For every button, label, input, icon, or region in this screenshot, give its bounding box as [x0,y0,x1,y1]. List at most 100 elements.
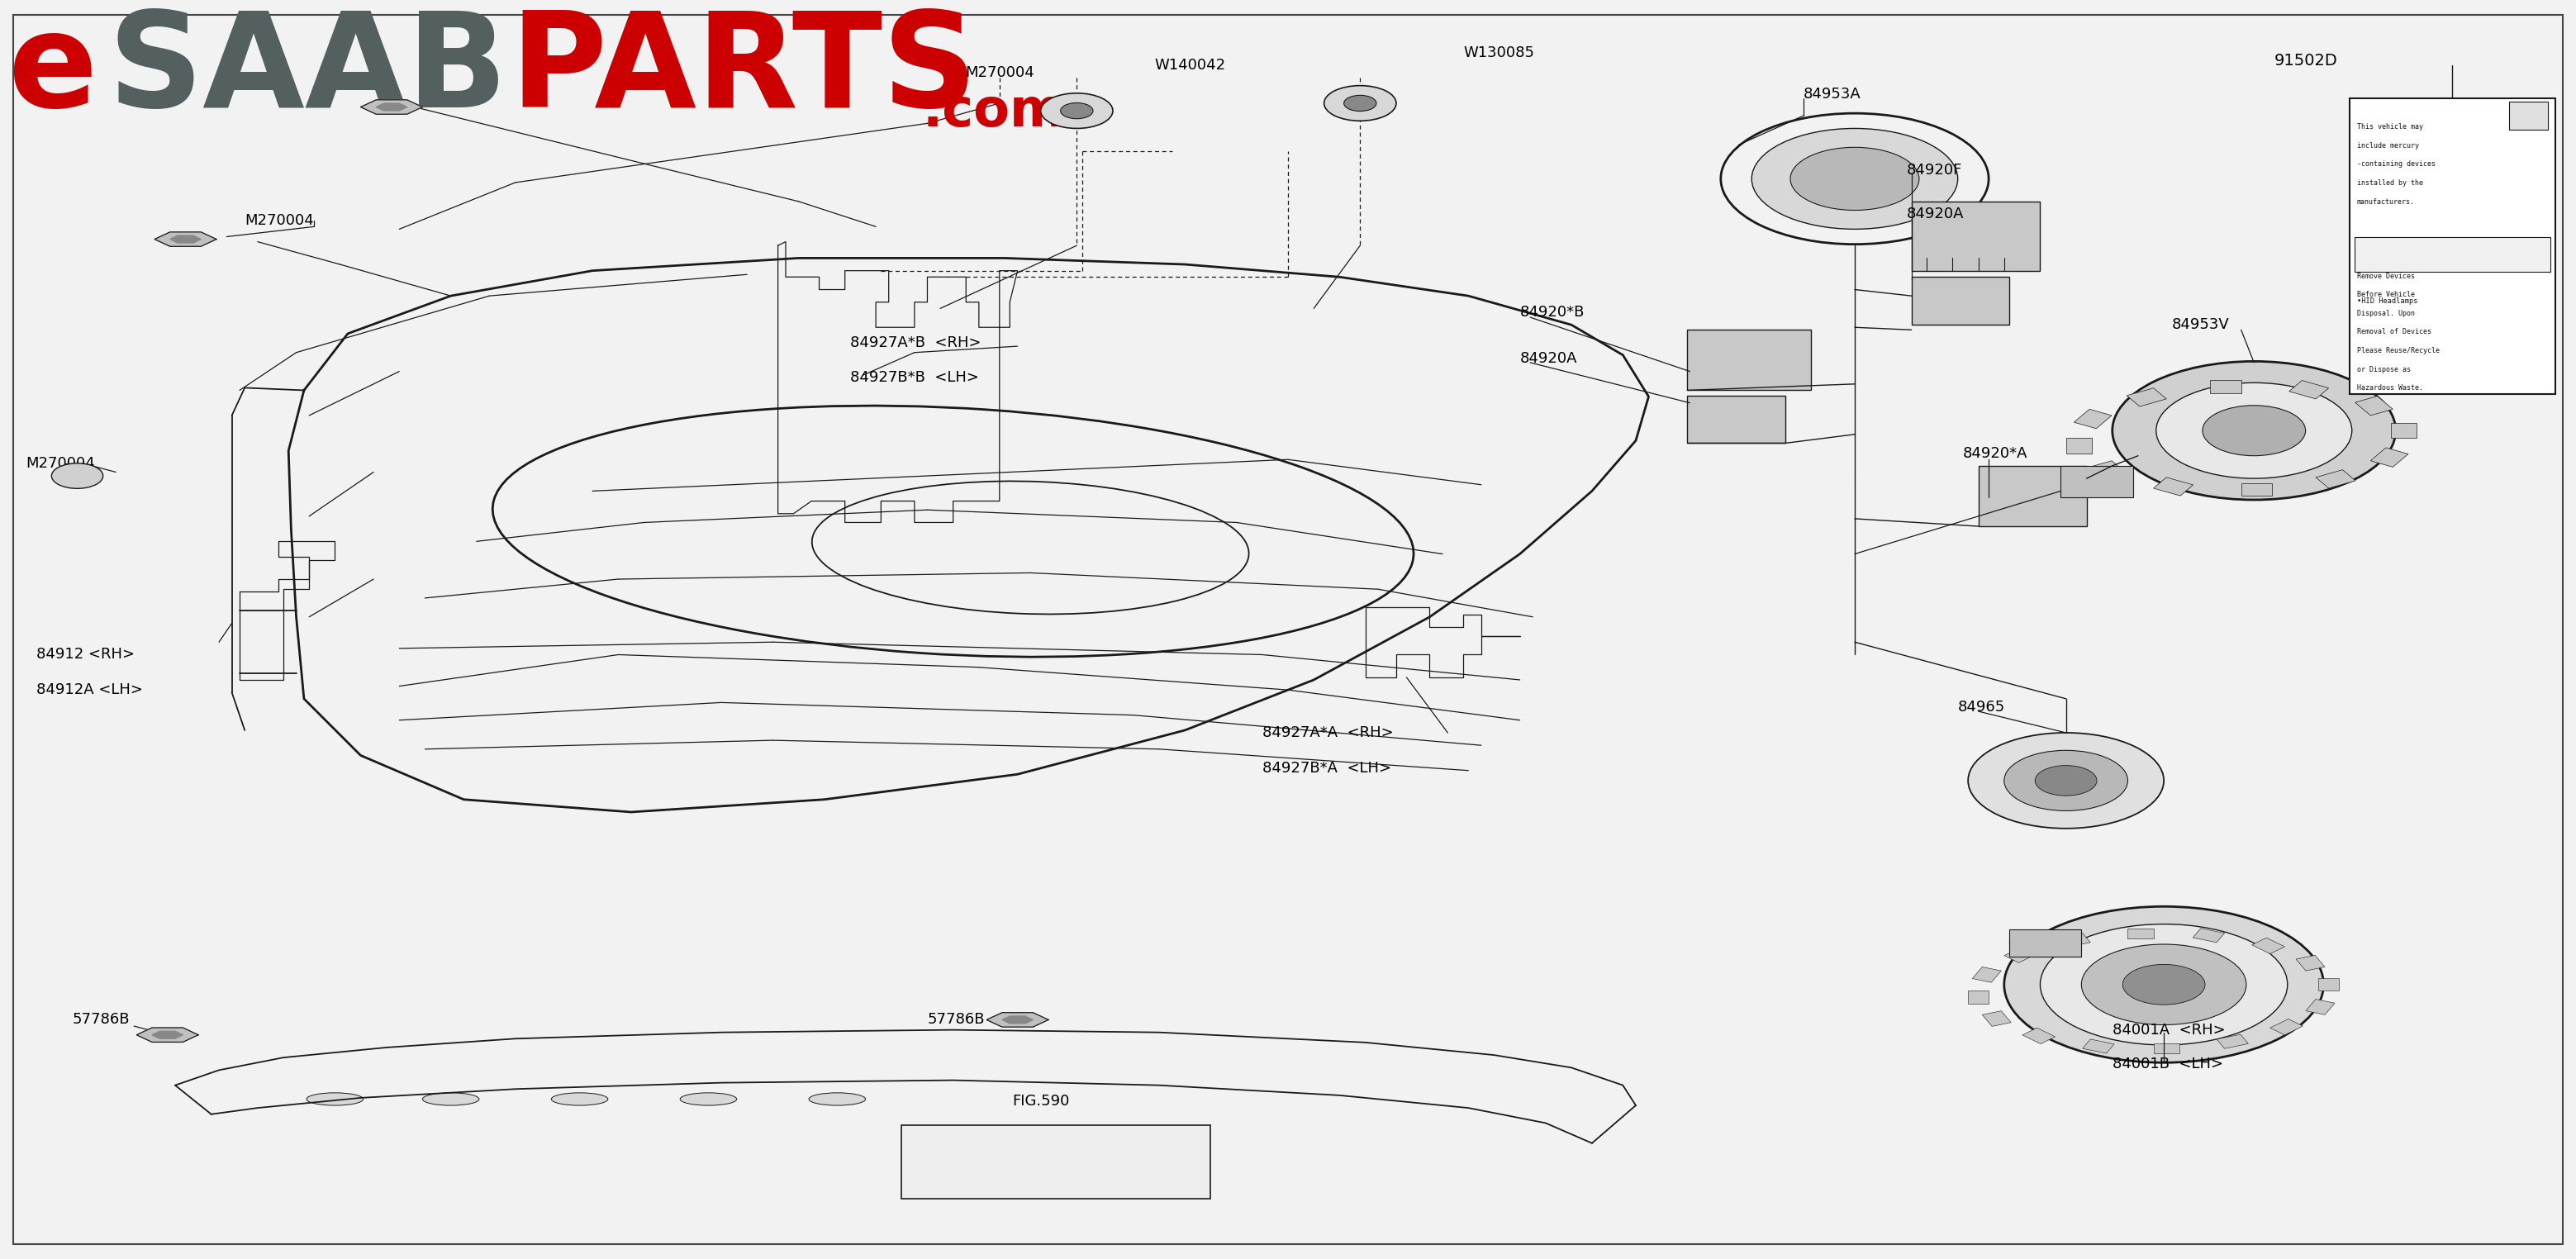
Bar [2192,928,2226,943]
Ellipse shape [307,1093,363,1105]
Bar [2081,1039,2115,1054]
Bar [1687,330,1811,390]
Bar [2295,956,2326,971]
Circle shape [52,463,103,488]
Text: 84912 <RH>: 84912 <RH> [36,647,134,662]
Bar [2004,947,2038,963]
Text: M270004: M270004 [245,213,314,228]
Polygon shape [987,1012,1048,1027]
Bar [1981,1011,2012,1026]
Bar [2128,928,2154,938]
Circle shape [2004,906,2324,1063]
Bar [2391,423,2416,438]
Text: 84927A*A  <RH>: 84927A*A <RH> [1262,725,1394,740]
Circle shape [2123,964,2205,1005]
Bar [1687,395,1785,443]
Bar [2009,929,2081,957]
Bar [2128,388,2166,407]
Polygon shape [1002,1016,1033,1024]
Text: 84965: 84965 [1958,700,2004,715]
Circle shape [1324,86,1396,121]
Bar [2154,477,2192,496]
Text: 84920F: 84920F [1906,162,1963,178]
Circle shape [2112,361,2396,500]
Text: Before Vehicle: Before Vehicle [2357,291,2414,298]
Ellipse shape [809,1093,866,1105]
Circle shape [1061,103,1092,118]
Text: e: e [8,6,98,135]
Text: FIG.590: FIG.590 [1012,1094,1069,1109]
Text: manufacturers.: manufacturers. [2357,198,2414,205]
Circle shape [2156,383,2352,478]
Text: installed by the: installed by the [2357,179,2424,186]
Bar [1968,991,1989,1003]
Circle shape [1968,733,2164,828]
Bar [2022,1027,2056,1044]
Text: M270004: M270004 [26,456,95,471]
Bar [2349,98,2555,394]
Ellipse shape [551,1093,608,1105]
Text: 84920*A: 84920*A [1963,446,2027,461]
Bar [2058,933,2092,947]
Bar [2089,461,2128,480]
Bar [1911,277,2009,325]
Text: 57786B: 57786B [72,1012,129,1027]
Text: SAAB: SAAB [108,6,507,135]
Text: M270004: M270004 [966,65,1033,81]
Bar [2061,466,2133,497]
Text: Removal of Devices: Removal of Devices [2357,329,2432,336]
Text: This vehicle may: This vehicle may [2357,123,2424,131]
Bar [2215,1035,2249,1049]
Ellipse shape [680,1093,737,1105]
Circle shape [1041,93,1113,128]
Text: 84953A: 84953A [1803,87,1860,102]
Bar [2290,380,2329,399]
Polygon shape [152,1031,183,1039]
Bar [2370,448,2409,467]
Polygon shape [170,235,201,243]
Bar [2354,397,2393,415]
Text: PARTS: PARTS [510,6,979,135]
Bar [2316,470,2354,488]
Bar [2241,483,2272,496]
Text: 84001A  <RH>: 84001A <RH> [2112,1022,2226,1037]
Text: 84927B*B  <LH>: 84927B*B <LH> [850,370,979,385]
Circle shape [2040,924,2287,1045]
Polygon shape [137,1027,198,1042]
Text: include mercury: include mercury [2357,142,2419,150]
Circle shape [1345,96,1376,111]
Ellipse shape [422,1093,479,1105]
Text: .com: .com [922,86,1064,137]
Text: 91502D: 91502D [2275,53,2339,68]
Polygon shape [155,232,216,247]
Circle shape [2081,944,2246,1025]
Bar [1973,967,2002,982]
Bar [2154,1044,2179,1054]
Text: W130085: W130085 [1463,45,1535,60]
Circle shape [1790,147,1919,210]
Text: 84927B*A  <LH>: 84927B*A <LH> [1262,760,1391,776]
Text: 84912A <LH>: 84912A <LH> [36,682,142,697]
Bar [902,1126,1211,1199]
Bar [2269,1019,2303,1035]
Text: 84953V: 84953V [2172,317,2228,332]
Polygon shape [361,99,422,115]
Text: 84920A: 84920A [1520,351,1577,366]
Polygon shape [376,103,407,111]
Bar [2354,237,2550,272]
Bar [2251,938,2285,954]
Text: Hazardous Waste.: Hazardous Waste. [2357,384,2424,392]
Circle shape [2035,765,2097,796]
Text: Please Reuse/Recycle: Please Reuse/Recycle [2357,347,2439,355]
Bar [1978,466,2087,526]
Text: •HID Headlamps: •HID Headlamps [2357,297,2419,305]
Text: 84001B  <LH>: 84001B <LH> [2112,1056,2223,1071]
Text: W140042: W140042 [1154,58,1226,73]
Bar [2066,438,2092,453]
Bar [2306,1000,2334,1015]
Bar [2074,409,2112,428]
Bar [2210,380,2241,393]
Text: -containing devices: -containing devices [2357,161,2434,169]
Bar [2509,102,2548,130]
Circle shape [2202,405,2306,456]
